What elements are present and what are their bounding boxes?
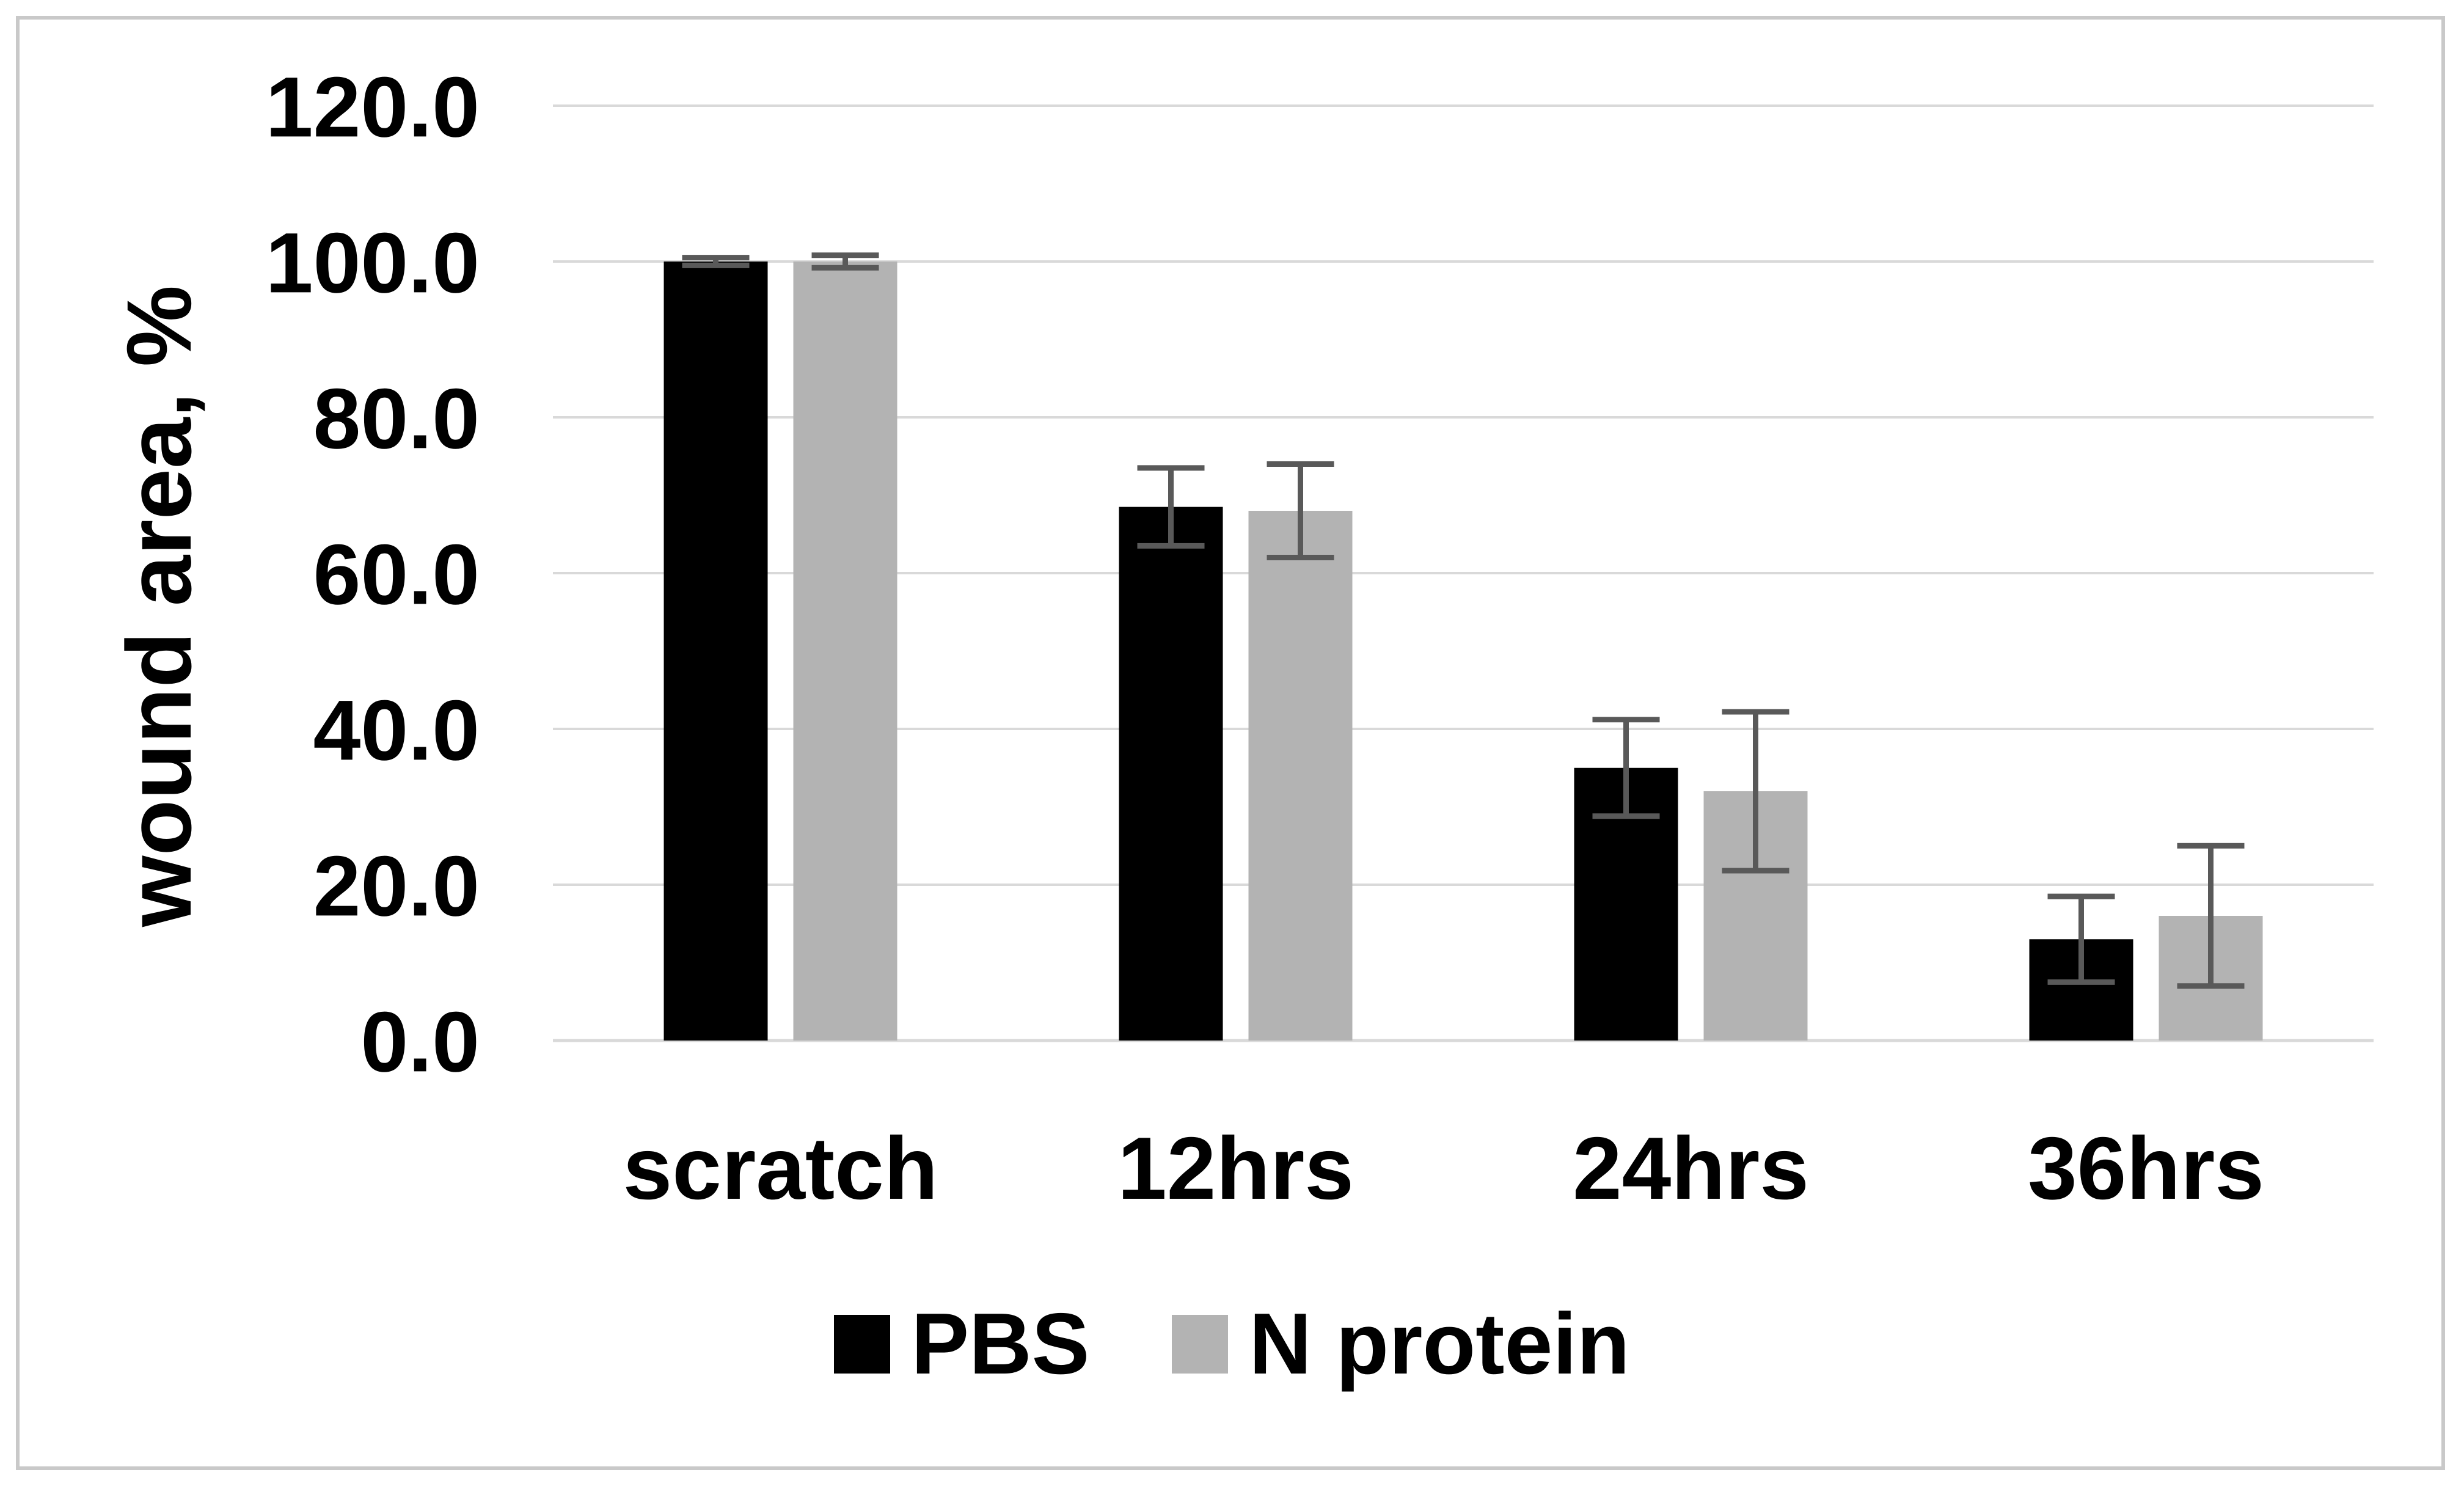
y-tick-label: 120.0: [266, 59, 480, 155]
error-bar-n-protein-scratch: [811, 252, 879, 271]
error-bar-pbs-24hrs: [1592, 717, 1660, 819]
legend-item-n-protein: N protein: [1172, 1295, 1630, 1392]
error-bar-pbs-36hrs: [2047, 893, 2115, 985]
bar-pbs-12hrs: [1119, 507, 1223, 1041]
legend-item-pbs: PBS: [834, 1301, 1089, 1388]
legend-swatch-pbs: [834, 1315, 891, 1374]
legend-swatch-n-protein: [1172, 1315, 1229, 1374]
x-category-label: 36hrs: [2028, 1119, 2264, 1218]
error-bar-pbs-12hrs: [1137, 465, 1205, 549]
bar-pbs-scratch: [664, 262, 768, 1041]
y-tick-label: 40.0: [313, 682, 480, 778]
error-bar-pbs-scratch: [682, 255, 750, 268]
x-category-label: scratch: [623, 1119, 938, 1218]
x-category-label: 12hrs: [1117, 1119, 1354, 1218]
bars: [664, 262, 2263, 1041]
y-tick-label: 20.0: [313, 838, 480, 934]
error-bar-n-protein-24hrs: [1722, 709, 1790, 874]
legend-label-pbs: PBS: [911, 1295, 1090, 1392]
y-tick-label: 100.0: [266, 214, 480, 310]
y-tick-label: 0.0: [360, 993, 480, 1089]
y-tick-label: 60.0: [313, 526, 480, 622]
x-category-label: 24hrs: [1573, 1119, 1809, 1218]
figure-border: [16, 16, 2445, 1470]
legend: PBS N protein: [0, 1292, 2464, 1396]
error-bar-n-protein-12hrs: [1267, 461, 1334, 560]
bar-n-protein-12hrs: [1248, 511, 1353, 1041]
y-axis-title: wound area, %: [108, 285, 210, 927]
error-bars: [682, 252, 2245, 989]
y-tick-label: 80.0: [313, 370, 480, 466]
error-bar-n-protein-36hrs: [2177, 843, 2245, 989]
legend-label-n-protein: N protein: [1249, 1295, 1630, 1392]
bar-n-protein-scratch: [793, 262, 897, 1041]
